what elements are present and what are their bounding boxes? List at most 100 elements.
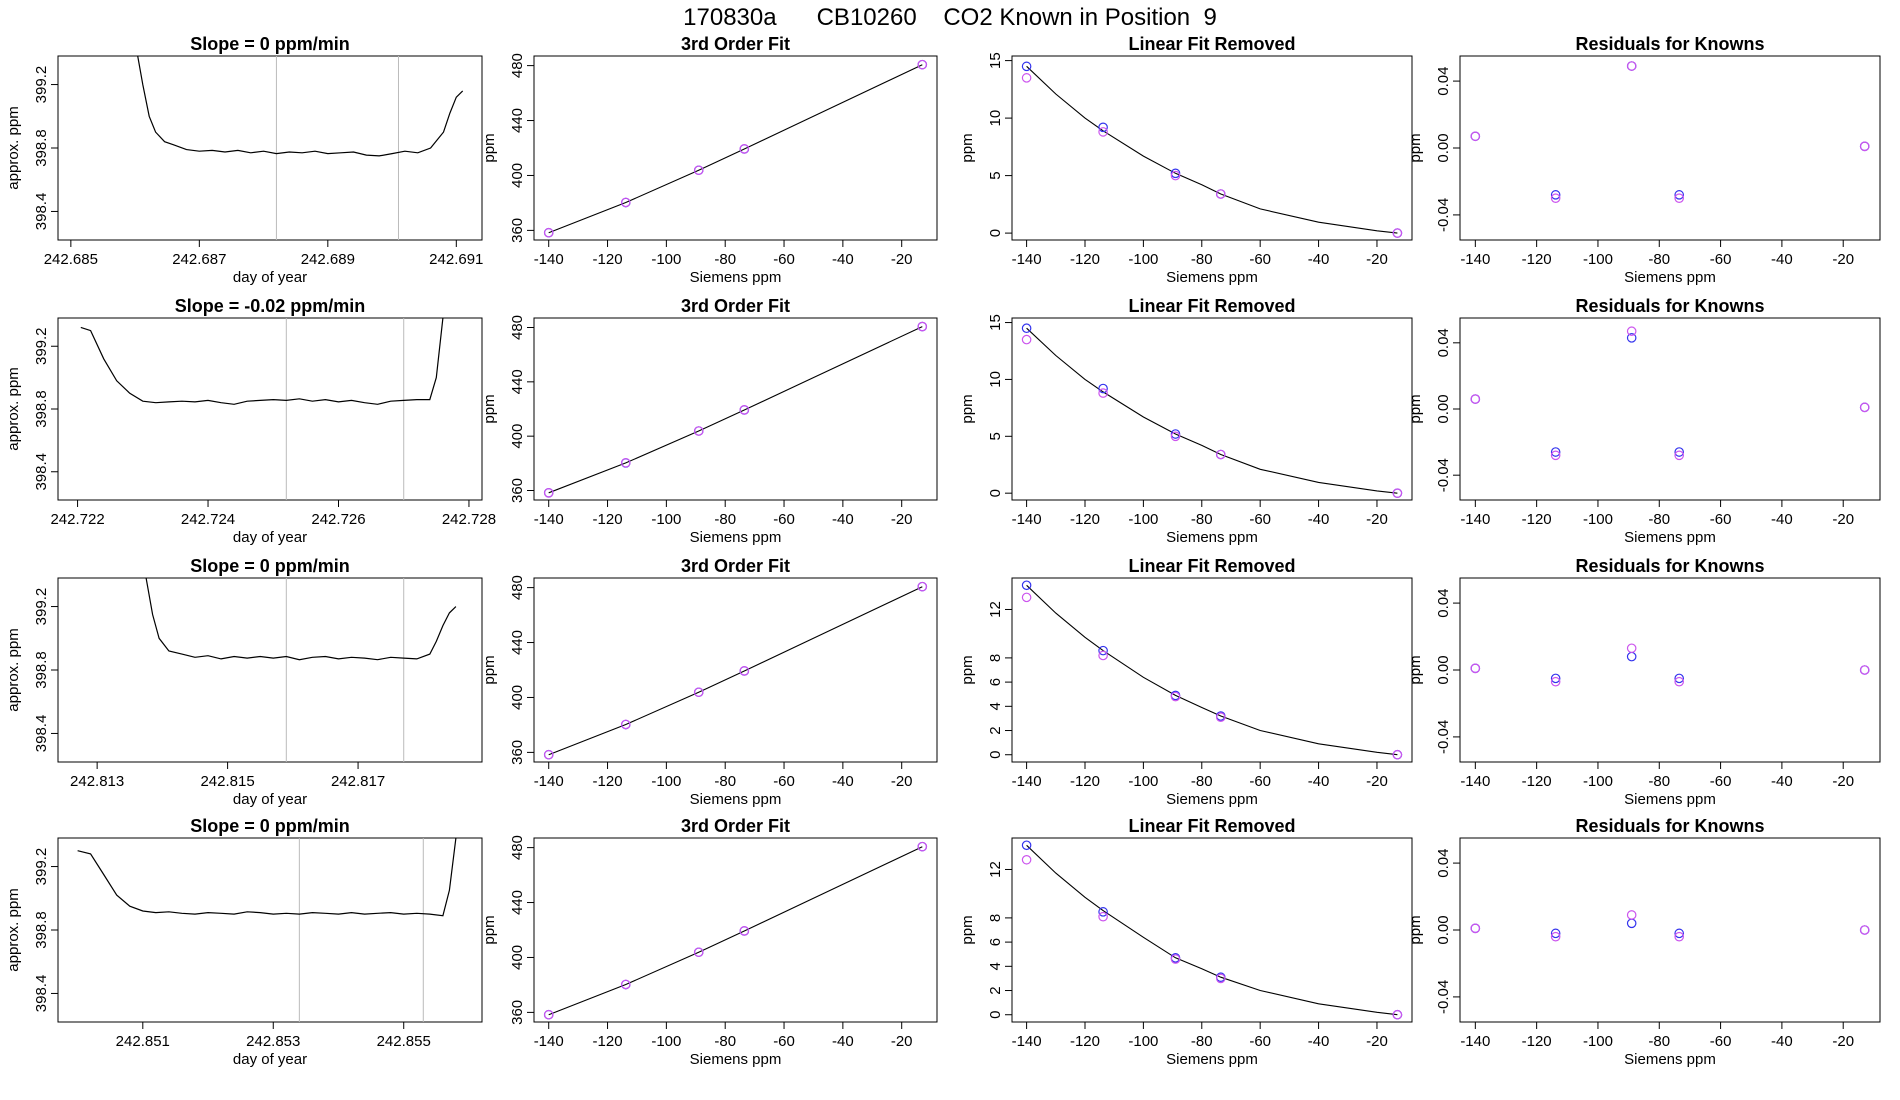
panel-r1-c2: Linear Fit Removed -140 -120 -100 -80 -60 -40 -… bbox=[959, 296, 1413, 546]
x-tick-label: -140 bbox=[1460, 251, 1490, 268]
series-line bbox=[80, 318, 444, 405]
x-tick-label: -40 bbox=[1771, 251, 1793, 268]
data-point-known bbox=[1098, 383, 1108, 394]
y-tick-label: 398.8 bbox=[33, 911, 50, 949]
y-tick-label: 398.8 bbox=[33, 390, 50, 428]
panel-title: Linear Fit Removed bbox=[1128, 816, 1295, 836]
x-tick-label: -100 bbox=[1583, 511, 1613, 528]
x-tick-label: -80 bbox=[1191, 511, 1213, 528]
panel-title: Slope = -0.02 ppm/min bbox=[175, 296, 366, 316]
data-point-known bbox=[1098, 645, 1108, 656]
x-tick-label: -20 bbox=[1832, 773, 1854, 790]
y-tick-label: 480 bbox=[509, 835, 526, 860]
data-point-fitted bbox=[1550, 676, 1561, 687]
plot-area bbox=[1021, 323, 1403, 498]
data-point-fitted bbox=[1550, 193, 1561, 203]
x-tick-label: -120 bbox=[593, 511, 623, 528]
data-point-fitted bbox=[620, 979, 631, 990]
series-line bbox=[77, 838, 457, 917]
x-tick-label: -60 bbox=[1710, 511, 1732, 528]
panel-r2-c3: Residuals for Knowns -140 -120 -100 -80 -60 -4… bbox=[1407, 556, 1881, 808]
data-point-fitted bbox=[620, 719, 631, 730]
x-axis-label: day of year bbox=[233, 1051, 307, 1068]
plot-area bbox=[80, 318, 444, 500]
y-tick-label: 12 bbox=[987, 601, 1004, 618]
y-tick-label: 0.04 bbox=[1435, 588, 1452, 617]
x-tick-label: -20 bbox=[1832, 251, 1854, 268]
plot-frame bbox=[57, 577, 483, 763]
x-tick-label: -140 bbox=[1460, 773, 1490, 790]
data-point-fitted bbox=[1098, 388, 1108, 398]
plot-frame bbox=[1459, 837, 1881, 1023]
x-tick-label: -60 bbox=[1710, 773, 1732, 790]
x-axis-label: Siemens ppm bbox=[1166, 529, 1258, 546]
x-tick-label: -20 bbox=[1366, 251, 1388, 268]
y-tick-label: 400 bbox=[509, 685, 526, 710]
data-point-known bbox=[1674, 447, 1684, 457]
y-axis-label: approx. ppm bbox=[5, 106, 22, 189]
data-point-fitted bbox=[1392, 749, 1403, 760]
y-tick-label: 399.2 bbox=[33, 588, 50, 626]
data-point-fitted bbox=[1215, 449, 1226, 460]
y-axis-label: ppm bbox=[481, 394, 498, 423]
x-axis-label: Siemens ppm bbox=[1624, 791, 1716, 808]
x-tick-label: 242.813 bbox=[70, 773, 124, 790]
panel-r3-c3: Residuals for Knowns -140 -120 -100 -80 -60 -4… bbox=[1407, 816, 1881, 1068]
fit-curve bbox=[1026, 65, 1398, 234]
x-tick-label: -80 bbox=[714, 773, 736, 790]
data-point-fitted bbox=[693, 426, 704, 436]
x-tick-label: -40 bbox=[832, 511, 854, 528]
data-point-fitted bbox=[1674, 193, 1684, 203]
data-point-fitted bbox=[1674, 676, 1684, 687]
data-point-known bbox=[1674, 190, 1684, 200]
data-point-known bbox=[1021, 580, 1032, 591]
y-axis-label: ppm bbox=[1407, 915, 1424, 944]
y-tick-label: 480 bbox=[509, 575, 526, 600]
x-tick-label: -100 bbox=[1128, 773, 1158, 790]
x-tick-label: -20 bbox=[1832, 511, 1854, 528]
data-point-fitted bbox=[1470, 394, 1481, 404]
data-point-known bbox=[1550, 447, 1561, 457]
y-tick-label: 5 bbox=[987, 171, 1004, 179]
y-tick-label: 12 bbox=[987, 861, 1004, 878]
x-tick-label: -140 bbox=[1012, 1033, 1042, 1050]
data-point-fitted bbox=[620, 197, 631, 208]
y-tick-label: 398.8 bbox=[33, 651, 50, 689]
x-tick-label: 242.728 bbox=[442, 511, 496, 528]
x-tick-label: -100 bbox=[651, 773, 681, 790]
x-axis-label: day of year bbox=[233, 529, 307, 546]
data-point-fitted bbox=[693, 687, 704, 698]
page-title: 170830a CB10260 CO2 Known in Position 9 bbox=[683, 4, 1217, 31]
x-tick-label: -120 bbox=[1070, 251, 1100, 268]
plot-area bbox=[137, 56, 464, 240]
x-tick-label: -60 bbox=[1249, 511, 1271, 528]
plot-frame bbox=[1011, 577, 1413, 763]
y-tick-label: 2 bbox=[987, 726, 1004, 734]
y-tick-label: 399.2 bbox=[33, 327, 50, 365]
y-tick-label: 0.00 bbox=[1435, 915, 1452, 944]
fit-curve bbox=[548, 586, 923, 756]
panel-r1-c1: 3rd Order Fit -140 -120 -100 -80 -60 -40 -20 360… bbox=[481, 296, 938, 546]
x-tick-label: 242.685 bbox=[44, 251, 98, 268]
y-tick-label: 0.00 bbox=[1435, 655, 1452, 684]
y-axis-label: ppm bbox=[959, 133, 976, 162]
plot-area bbox=[1470, 326, 1870, 461]
y-axis-label: ppm bbox=[1407, 394, 1424, 423]
data-point-fitted bbox=[1626, 326, 1637, 337]
y-tick-label: -0.04 bbox=[1435, 980, 1452, 1014]
x-axis-label: Siemens ppm bbox=[690, 529, 782, 546]
data-point-known bbox=[1098, 907, 1108, 917]
data-point-fitted bbox=[1021, 73, 1032, 83]
y-tick-label: 398.8 bbox=[33, 129, 50, 167]
y-tick-label: 2 bbox=[987, 986, 1004, 994]
plot-frame bbox=[57, 317, 483, 501]
data-point-fitted bbox=[543, 227, 554, 238]
x-tick-label: -100 bbox=[1583, 1033, 1613, 1050]
data-point-fitted bbox=[739, 666, 750, 676]
panel-title: Linear Fit Removed bbox=[1128, 296, 1295, 316]
panel-r2-c1: 3rd Order Fit -140 -120 -100 -80 -60 -40 -20 360… bbox=[481, 556, 938, 808]
data-point-known bbox=[1021, 840, 1032, 851]
y-tick-label: 6 bbox=[987, 678, 1004, 686]
y-tick-label: 400 bbox=[509, 945, 526, 970]
y-tick-label: 480 bbox=[509, 53, 526, 78]
